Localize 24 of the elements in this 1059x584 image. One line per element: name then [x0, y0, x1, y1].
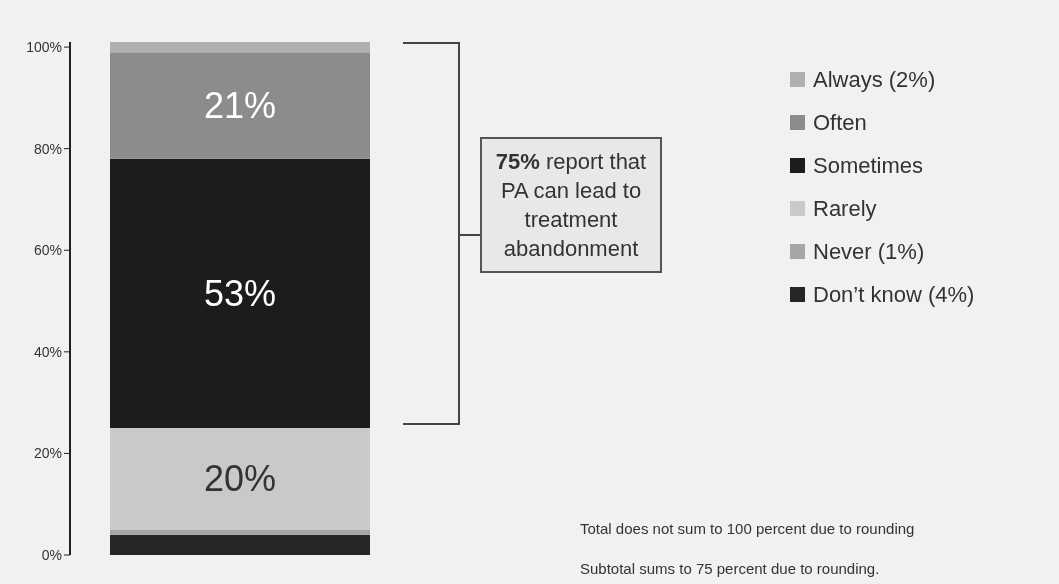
bar: [110, 52, 370, 159]
data-label: 21%: [203, 84, 277, 126]
y-tick-label: 40%: [33, 343, 62, 360]
text: 75% report that PA can lead to treatment abandonment: [480, 137, 662, 273]
legend-label: Sometimes: [813, 152, 924, 179]
bar: [110, 42, 370, 53]
bar: [110, 158, 370, 429]
text: Subtotal sums to 75 percent due to rounding.: [580, 560, 880, 577]
legend-label: Rarely: [813, 195, 877, 222]
legend-label: Always (2%): [813, 66, 936, 93]
bar: [110, 529, 370, 535]
legend-label: Don’t know (4%): [813, 281, 975, 308]
bar: [110, 428, 370, 530]
y-tick-label: 60%: [33, 242, 62, 259]
y-tick-label: 80%: [33, 140, 62, 157]
legend-label: Often: [813, 109, 867, 136]
y-tick-label: 20%: [33, 445, 62, 462]
legend-label: Never (1%): [813, 238, 925, 265]
y-tick-label: 100%: [26, 39, 62, 56]
y-tick-label: 0%: [41, 546, 62, 563]
bar: [110, 534, 370, 555]
data-label: 53%: [203, 272, 277, 314]
data-label: 20%: [203, 458, 277, 500]
text: Total does not sum to 100 percent due to rounding: [580, 520, 915, 537]
